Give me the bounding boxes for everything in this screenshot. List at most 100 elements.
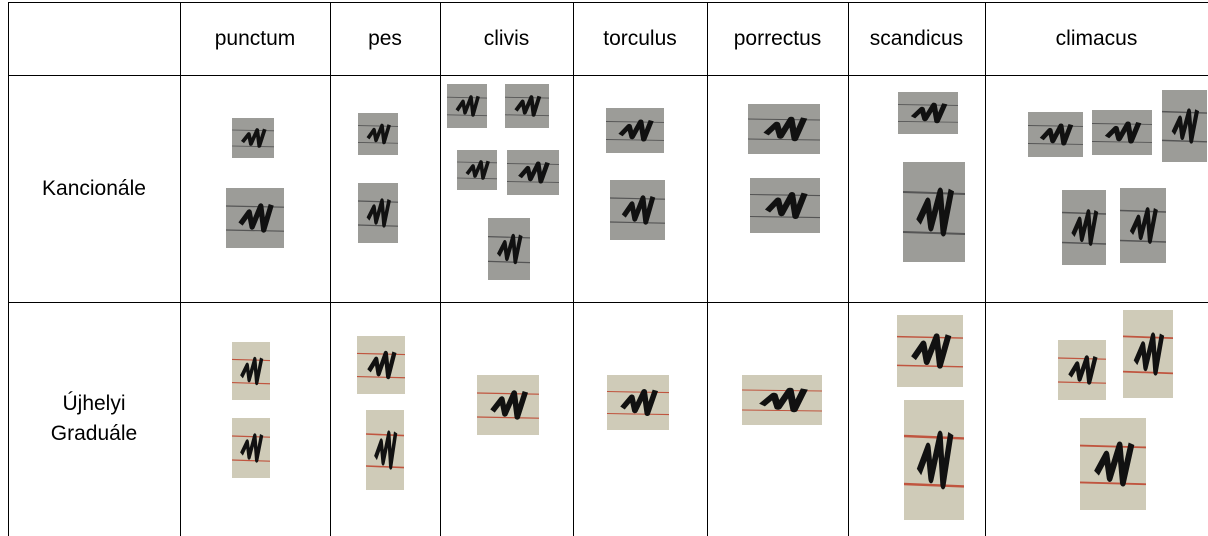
- neume-drawing: [366, 430, 404, 470]
- neume-drawing: [748, 116, 820, 142]
- neume-image: [903, 162, 965, 262]
- neume-glyph: [916, 187, 955, 237]
- neume-image: [1120, 188, 1166, 263]
- table-border: [8, 2, 1208, 3]
- neume-glyph: [618, 119, 654, 142]
- neume-image: [226, 188, 284, 248]
- neume-image: [748, 104, 820, 154]
- column-header: porrectus: [733, 26, 822, 50]
- neume-drawing: [477, 390, 539, 420]
- neume-drawing: [610, 195, 665, 225]
- staff-line: [477, 392, 539, 419]
- neume-drawing: [1058, 355, 1106, 385]
- neume-drawing: [897, 333, 963, 369]
- staff-line: [606, 121, 664, 141]
- neume-image: [1092, 110, 1152, 155]
- neume-drawing: [232, 433, 270, 463]
- column-border: [707, 2, 708, 536]
- neume-image: [477, 375, 539, 435]
- neume-image: [358, 113, 398, 155]
- staff-line: [488, 235, 530, 264]
- neume-drawing: [1080, 441, 1146, 487]
- neume-image: [750, 178, 820, 233]
- neume-glyph: [1171, 108, 1200, 144]
- neume-glyph: [490, 390, 529, 420]
- column-border: [440, 2, 441, 536]
- row-label-text: Újhelyi Graduále: [50, 392, 138, 445]
- neume-image: [507, 150, 559, 195]
- neume-image: [606, 108, 664, 153]
- staff-line: [358, 200, 398, 227]
- neume-glyph: [366, 198, 391, 228]
- neume-glyph: [240, 128, 267, 148]
- staff-line: [507, 163, 559, 183]
- column-border: [180, 2, 181, 536]
- row-label-text: Kancionále: [42, 176, 146, 200]
- staff-line: [1062, 211, 1106, 245]
- column-header: scandicus: [869, 26, 964, 50]
- staff-line: [897, 335, 963, 368]
- neume-glyph: [240, 356, 264, 386]
- neume-glyph: [514, 95, 542, 117]
- column-header: torculus: [603, 26, 677, 50]
- neume-glyph: [911, 333, 952, 369]
- neume-image: [457, 150, 497, 190]
- neume-glyph: [764, 192, 808, 219]
- neume-drawing: [357, 350, 405, 380]
- neume-glyph: [465, 160, 490, 180]
- staff-line: [610, 197, 665, 224]
- neume-glyph: [1094, 441, 1135, 487]
- row-border: [8, 75, 1208, 76]
- neume-drawing: [606, 119, 664, 142]
- table-border: [8, 2, 9, 536]
- neume-image: [1162, 90, 1207, 162]
- neume-glyph: [1133, 332, 1165, 376]
- neume-drawing: [232, 356, 270, 386]
- neume-image: [447, 84, 487, 128]
- neume-drawing: [457, 160, 497, 180]
- neume-image: [897, 315, 963, 387]
- neume-image: [357, 336, 405, 394]
- neume-image: [366, 410, 404, 490]
- neume-drawing: [1092, 121, 1152, 144]
- neume-image: [1058, 340, 1106, 400]
- neume-image: [898, 92, 958, 134]
- neume-drawing: [226, 203, 284, 233]
- row-border: [8, 302, 1208, 303]
- neume-glyph: [455, 95, 480, 117]
- neume-glyph: [759, 387, 808, 413]
- column-border: [985, 2, 986, 536]
- neume-glyph: [366, 123, 391, 145]
- column-border: [330, 2, 331, 536]
- staff-line: [1080, 444, 1146, 486]
- neume-image: [488, 218, 530, 280]
- staff-line: [505, 96, 549, 117]
- column-border: [573, 2, 574, 536]
- staff-line: [366, 433, 404, 469]
- neume-drawing: [904, 430, 964, 490]
- neume-drawing: [1062, 209, 1106, 246]
- staff-line: [357, 352, 405, 379]
- staff-line: [232, 358, 270, 385]
- neume-glyph: [1068, 355, 1098, 385]
- neume-glyph: [374, 430, 398, 470]
- staff-line: [1092, 123, 1152, 143]
- column-header: climacus: [1055, 26, 1138, 50]
- staff-line: [232, 129, 274, 148]
- staff-line: [226, 205, 284, 232]
- neume-glyph: [910, 102, 948, 124]
- staff-line: [1120, 209, 1166, 243]
- neume-image: [1028, 112, 1083, 157]
- neume-drawing: [742, 387, 822, 413]
- row-label: Kancionále: [8, 75, 180, 302]
- neume-glyph: [916, 430, 954, 490]
- neume-drawing: [358, 123, 398, 145]
- neume-glyph: [518, 161, 550, 184]
- staff-line: [447, 96, 487, 117]
- column-header: punctum: [214, 26, 296, 50]
- neume-glyph: [1129, 207, 1158, 244]
- column-header: pes: [368, 26, 402, 50]
- neume-drawing: [1123, 332, 1173, 376]
- staff-line: [232, 435, 270, 462]
